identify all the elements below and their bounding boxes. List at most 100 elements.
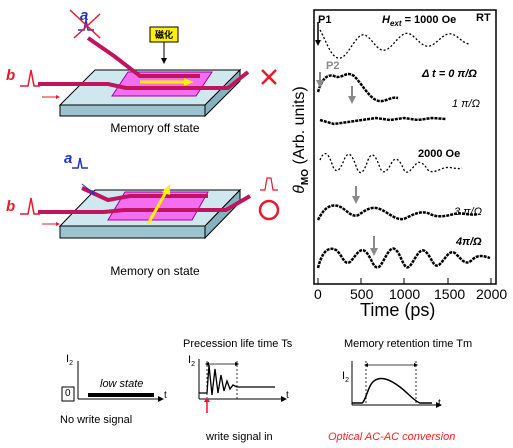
x-tick-2000: 2000: [476, 286, 508, 302]
mo-plot: [313, 9, 497, 285]
oe2000-label: 2000 Oe: [418, 148, 461, 160]
panel2-i-sub: 2: [191, 361, 195, 369]
pulse-b-label: b: [6, 67, 16, 84]
panel1-i2-label: I2: [66, 353, 73, 367]
input-arrow-a: [81, 183, 93, 193]
panel1-caption: No write signal: [60, 414, 133, 426]
y-axis-theta: θ: [291, 185, 308, 194]
panel-precession-graph: [198, 359, 287, 413]
panel2-caption: write signal in: [206, 431, 273, 443]
panel-retention-graph: [351, 361, 442, 408]
panel1-level-label: low state: [100, 378, 144, 390]
panel1-zero-label: 0: [65, 388, 71, 399]
tm-arrowhead-left: [364, 363, 368, 367]
x-ticks: [317, 278, 492, 284]
substrate-side: [204, 68, 241, 118]
cross-out-line-2: [73, 13, 101, 39]
hext-symbol: H: [382, 14, 390, 26]
x-axis-arrowhead: [158, 396, 164, 402]
output-cross-2: [261, 69, 277, 85]
p2-arrowhead-4pi: [370, 248, 378, 256]
p1-arrowhead: [315, 40, 321, 46]
hext-subscript: ext: [389, 19, 402, 29]
p2-arrowhead-1pi: [348, 96, 356, 104]
dt0-label: Δ t = 0 π/Ω: [422, 68, 477, 80]
input-arrowhead-a: [90, 190, 95, 195]
panel3-title: Memory retention time Tm: [344, 338, 473, 350]
memory-on-caption: Memory on state: [110, 264, 200, 278]
trace-2000oe-open: [319, 153, 463, 174]
p2-arrowhead-dt0: [316, 80, 324, 88]
output-pulse-icon: [260, 177, 278, 191]
panel3-i-sub: 2: [345, 377, 349, 385]
magnetization-arrowhead: [184, 78, 194, 86]
memory-on-device-diagram: [20, 157, 280, 240]
x-tick-500: 500: [350, 286, 374, 302]
x-tick-1000: 1000: [389, 286, 421, 302]
panel1-i: I: [66, 353, 70, 365]
panel2-t-label: t: [286, 390, 289, 401]
magnetization-pointer-head: [161, 58, 167, 64]
input-arrowhead-b: [56, 222, 60, 226]
panel3-i2-label: I2: [342, 370, 349, 384]
y-axis-units: (Arb. units): [291, 86, 308, 165]
pi1-label: 1 π/Ω: [452, 98, 480, 110]
x-axis-arrowhead: [436, 402, 442, 408]
panel2-title: Precession life time Ts: [183, 338, 293, 350]
magnetization-arrowhead: [162, 184, 170, 195]
trace-1pi: [319, 116, 447, 126]
substrate-front: [59, 104, 206, 117]
x-tick-1500: 1500: [434, 286, 466, 302]
pulse-b-icon: [20, 69, 40, 87]
x-axis-arrowhead: [281, 396, 287, 402]
waveguide-a: [86, 36, 200, 78]
pulse-b-label: b: [6, 198, 16, 215]
pulse-a-label: a: [80, 7, 89, 24]
waveguide-b: [38, 194, 252, 214]
panel1-t-label: t: [164, 390, 167, 401]
panel3-caption: Optical AC-AC conversion: [328, 431, 456, 443]
zero-box: [61, 386, 75, 402]
y-axis-label: θMO (Arb. units): [291, 65, 311, 215]
p2-label: P2: [326, 60, 340, 72]
pulse-b-icon: [20, 197, 40, 215]
panel-no-write-graph: [61, 361, 164, 402]
magnetization-arrow: [146, 191, 168, 225]
waveguide-b: [38, 70, 250, 90]
panel2-i2-label: I2: [188, 354, 195, 368]
panel2-i: I: [188, 354, 192, 366]
pi3-label: 3 π/Ω: [454, 206, 482, 218]
tm-arrowhead-right: [414, 363, 418, 367]
p2-arrowhead-3pi: [352, 196, 360, 204]
trace-1000oe-open: [319, 29, 471, 59]
ts-arrowhead-left: [205, 362, 209, 366]
write-signal-arrowhead: [204, 397, 210, 402]
input-arrowhead-b: [56, 95, 60, 99]
pulse-a-label: a: [64, 150, 73, 167]
trace-3pi: [316, 204, 479, 221]
panel1-i-sub: 2: [69, 360, 73, 368]
cross-out-line-1: [69, 9, 101, 39]
x-axis-label: Time (ps): [360, 300, 436, 320]
memory-off-device-diagram: [20, 9, 277, 118]
pi4-label: 4π/Ω: [456, 236, 482, 248]
trace-dt0: [316, 72, 399, 103]
panel3-t-label: t: [438, 398, 441, 409]
pulse-a-icon: [72, 157, 88, 169]
rt-label: RT: [476, 12, 491, 24]
x-tick-0: 0: [314, 286, 322, 302]
waveguide-a: [81, 186, 208, 203]
panel3-i: I: [342, 370, 346, 382]
trace-4pi: [316, 247, 491, 269]
hext-label: Hext = 1000 Oe: [382, 14, 456, 28]
retention-curve: [352, 377, 432, 404]
ts-arrowhead-right: [235, 362, 239, 366]
output-circle: [258, 199, 280, 221]
substrate-front: [59, 225, 206, 239]
memory-off-caption: Memory off state: [110, 121, 200, 135]
damped-oscillation: [199, 364, 275, 396]
y-axis-sub: MO: [300, 168, 312, 186]
plot-frame: [313, 9, 497, 285]
magnetization-label: 磁化: [154, 30, 173, 40]
p1-label: P1: [318, 14, 332, 26]
